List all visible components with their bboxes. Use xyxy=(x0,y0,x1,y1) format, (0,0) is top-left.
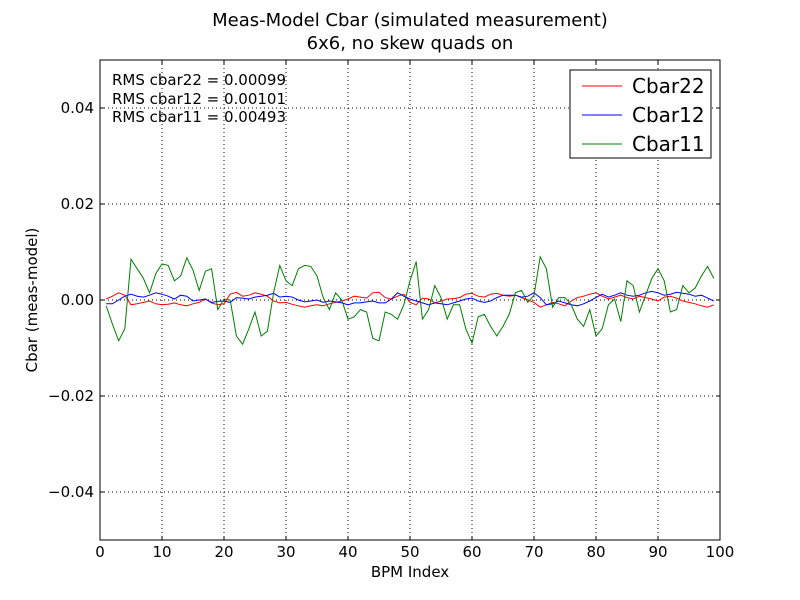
x-tick-label: 80 xyxy=(586,543,605,561)
x-axis-label: BPM Index xyxy=(371,563,449,581)
y-tick-label: −0.02 xyxy=(48,387,94,405)
y-axis-label: Cbar (meas-model) xyxy=(23,228,41,373)
legend-label-cbar22: Cbar22 xyxy=(632,74,705,98)
x-tick-label: 10 xyxy=(152,543,171,561)
rms-annotations: RMS cbar22 = 0.00099 RMS cbar12 = 0.0010… xyxy=(112,71,286,126)
legend-box xyxy=(569,69,712,159)
x-tick-label: 20 xyxy=(214,543,233,561)
y-tick-label: 0.00 xyxy=(61,291,94,309)
annotation-rms-cbar22: RMS cbar22 = 0.00099 xyxy=(112,71,286,89)
series-line-cbar11 xyxy=(105,255,715,346)
x-tick-label: 0 xyxy=(95,543,105,561)
ticks xyxy=(99,60,721,540)
series-lines xyxy=(105,255,715,346)
legend-label-cbar11: Cbar11 xyxy=(632,132,705,156)
chart-title: Meas-Model Cbar (simulated measurement) xyxy=(212,10,608,31)
x-tick-label: 30 xyxy=(276,543,295,561)
y-tick-label: 0.02 xyxy=(61,195,94,213)
series-line-cbar12 xyxy=(106,290,715,307)
x-tick-label: 100 xyxy=(706,543,735,561)
y-tick-label: 0.04 xyxy=(61,99,94,117)
x-tick-label: 40 xyxy=(338,543,357,561)
legend: Cbar22 Cbar12 Cbar11 xyxy=(569,69,712,159)
annotation-rms-cbar12: RMS cbar12 = 0.00101 xyxy=(112,90,286,108)
x-tick-label: 60 xyxy=(462,543,481,561)
legend-label-cbar12: Cbar12 xyxy=(632,103,705,127)
y-tick-labels: −0.04 −0.02 0.00 0.02 0.04 xyxy=(48,99,94,501)
x-tick-labels: 0 10 20 30 40 50 60 70 80 90 100 xyxy=(95,543,734,561)
chart-subtitle: 6x6, no skew quads on xyxy=(307,33,514,54)
x-tick-label: 50 xyxy=(400,543,419,561)
x-tick-label: 70 xyxy=(524,543,543,561)
y-tick-label: −0.04 xyxy=(48,483,94,501)
x-tick-label: 90 xyxy=(648,543,667,561)
annotation-rms-cbar11: RMS cbar11 = 0.00493 xyxy=(112,108,286,126)
